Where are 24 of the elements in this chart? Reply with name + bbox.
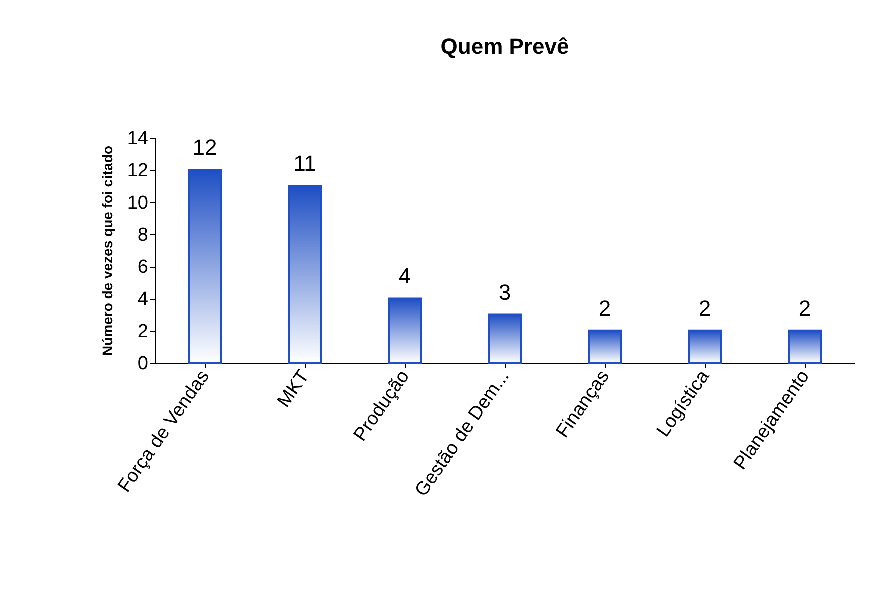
data-label: 11 <box>294 151 316 176</box>
y-tick-label: 10 <box>127 192 148 214</box>
bar <box>588 330 622 364</box>
data-label: 4 <box>398 264 412 289</box>
y-tick-label: 0 <box>138 354 148 374</box>
bar <box>288 185 322 364</box>
bar <box>688 330 722 364</box>
data-label: 2 <box>598 296 612 321</box>
y-axis-title: Número de vezes que foi citado <box>99 146 116 356</box>
chart-title: Quem Prevê <box>440 34 570 59</box>
y-tick-label: 8 <box>138 224 148 246</box>
y-tick-label: 2 <box>138 321 148 342</box>
bar <box>488 314 522 364</box>
y-tick-label: 4 <box>138 289 149 310</box>
y-tick-label: 6 <box>138 257 148 278</box>
y-tick-label: 14 <box>127 128 149 150</box>
data-label: 2 <box>698 296 712 321</box>
data-label: 2 <box>798 296 812 321</box>
bar <box>188 169 222 364</box>
data-label: 3 <box>498 280 512 305</box>
data-label: 12 <box>192 135 218 160</box>
bar <box>388 298 422 364</box>
bar <box>788 330 822 364</box>
y-tick-label: 12 <box>127 160 148 182</box>
